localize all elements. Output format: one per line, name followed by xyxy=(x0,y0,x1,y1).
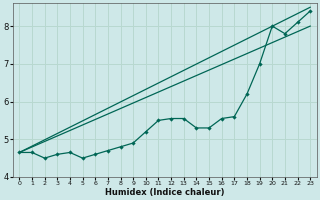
X-axis label: Humidex (Indice chaleur): Humidex (Indice chaleur) xyxy=(105,188,225,197)
